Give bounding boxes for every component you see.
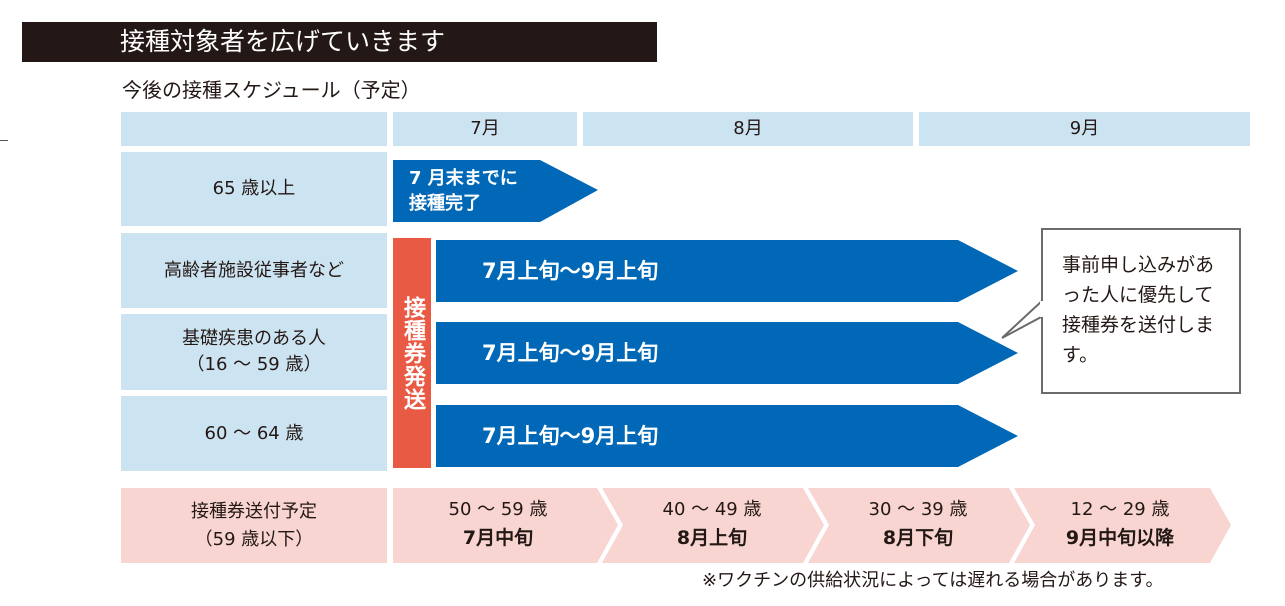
schedule-chevron-1: [393, 488, 618, 563]
title-bar: [22, 22, 657, 62]
page-title: 接種対象者を広げていきます: [120, 27, 446, 56]
month-header-september: 9月: [919, 112, 1250, 146]
row-label-underlying-line1: 基礎疾患のある人: [182, 328, 326, 349]
schedule-step-1-when: 7月中旬: [462, 527, 534, 549]
schedule-step-4-ages: 12 ～ 29 歳: [1070, 499, 1170, 520]
schedule-step-2-when: 8月上旬: [676, 527, 748, 549]
arrow-65-plus-line1: 7 月末までに: [409, 168, 518, 189]
note-callout: [1041, 228, 1241, 394]
period-label-facility-workers: 7月上旬～9月上旬: [482, 259, 659, 283]
month-header-august: 8月: [583, 112, 913, 146]
footnote: ※ワクチンの供給状況によっては遅れる場合があります。: [702, 570, 1164, 591]
schedule-step-2-ages: 40 ～ 49 歳: [662, 499, 762, 520]
arrow-facility-workers: [436, 240, 1018, 302]
schedule-step-2: 40 ～ 49 歳 8月上旬: [612, 496, 812, 552]
schedule-step-1-ages: 50 ～ 59 歳: [448, 499, 548, 520]
schedule-row-label: 接種券送付予定 （59 歳以下）: [121, 488, 387, 563]
arrow-65-plus-line2: 接種完了: [409, 193, 481, 214]
schedule-step-4-when: 9月中旬以降: [1065, 527, 1175, 549]
schedule-label-line2: （59 歳以下）: [194, 528, 314, 550]
schedule-step-1: 50 ～ 59 歳 7月中旬: [393, 496, 603, 552]
schedule-step-3-when: 8月下旬: [882, 527, 954, 549]
note-callout-gap: [1040, 301, 1046, 317]
row-label-60-64: 60 ～ 64 歳: [121, 396, 387, 471]
arrow-underlying-conditions: [436, 322, 1018, 384]
period-label-underlying-conditions: 7月上旬～9月上旬: [482, 341, 659, 365]
note-callout-tail: [1001, 297, 1044, 339]
vouchers-sent-label: 接種券発送: [400, 295, 425, 411]
schedule-chevron-3: [808, 488, 1030, 563]
edge-tick: [0, 140, 8, 141]
arrow-65-plus: [393, 160, 598, 222]
schedule-subtitle: 今後の接種スケジュール（予定）: [122, 78, 421, 102]
schedule-step-3: 30 ～ 39 歳 8月下旬: [818, 496, 1018, 552]
row-label-65-plus: 65 歳以上: [121, 152, 387, 226]
row-label-underlying-conditions: 基礎疾患のある人 （16 ～ 59 歳）: [121, 314, 387, 390]
arrow-65-plus-text: 7 月末までに 接種完了: [409, 166, 518, 216]
row-label-facility-workers: 高齢者施設従事者など: [121, 233, 387, 308]
note-text: 事前申し込みがあった人に優先して接種券を送付します。: [1062, 254, 1215, 366]
schedule-label-line1: 接種券送付予定: [191, 500, 317, 522]
month-header-july: 7月: [393, 112, 577, 146]
arrow-60-64: [436, 405, 1018, 467]
vouchers-sent-bar: 接種券発送: [393, 238, 431, 468]
period-label-60-64: 7月上旬～9月上旬: [482, 424, 659, 448]
row-label-underlying-line2: （16 ～ 59 歳）: [186, 354, 322, 375]
schedule-step-4: 12 ～ 29 歳 9月中旬以降: [1020, 496, 1220, 552]
header-corner: [121, 112, 387, 146]
schedule-step-3-ages: 30 ～ 39 歳: [868, 499, 968, 520]
schedule-chevron-2: [602, 488, 824, 563]
schedule-chevron-4: [1014, 488, 1231, 563]
